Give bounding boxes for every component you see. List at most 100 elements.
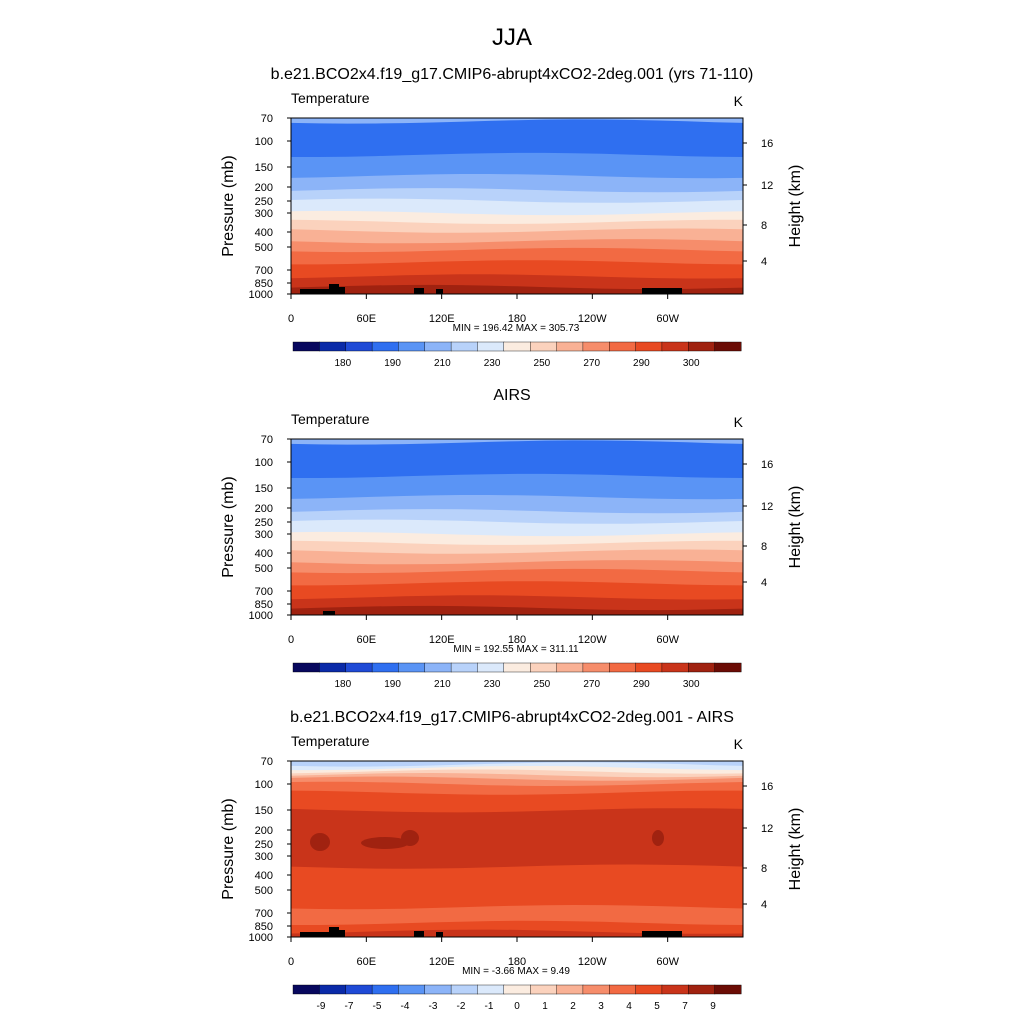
y-tick-label: 150: [255, 805, 273, 817]
terrain-block: [642, 288, 682, 294]
colorbar-swatch: [688, 341, 716, 352]
colorbar-label: 180: [334, 679, 351, 690]
colorbar-label: 270: [583, 679, 600, 690]
colorbar-label: -3: [429, 1001, 438, 1012]
y-tick-label: 500: [255, 563, 273, 575]
contour-blob: [652, 830, 664, 846]
colorbar-label: 1: [542, 1001, 548, 1012]
contour-blob: [361, 837, 409, 849]
units-label: K: [734, 736, 744, 752]
colorbar-swatch: [371, 341, 400, 352]
y-tick-label: 1000: [249, 932, 273, 944]
terrain-block: [323, 611, 335, 615]
colorbar-swatch: [609, 662, 637, 673]
y2-tick-label: 16: [761, 781, 773, 793]
y-tick-label: 1000: [249, 610, 273, 622]
y-tick-label: 850: [255, 278, 273, 290]
y2-axis-label: Height (km): [787, 486, 804, 569]
y-tick-label: 300: [255, 208, 273, 220]
colorbar-swatch: [635, 662, 663, 673]
panel-3: b.e21.BCO2x4.f19_g17.CMIP6-abrupt4xCO2-2…: [220, 709, 804, 1012]
figure-title: JJA: [492, 24, 532, 51]
colorbar-swatch: [556, 984, 584, 995]
y-tick-label: 200: [255, 825, 273, 837]
contour-blob: [401, 830, 419, 846]
colorbar-swatch: [319, 984, 347, 995]
terrain-block: [339, 930, 345, 937]
panels: b.e21.BCO2x4.f19_g17.CMIP6-abrupt4xCO2-2…: [220, 66, 804, 1012]
colorbar-label: 300: [683, 358, 700, 369]
x-tick-label: 60W: [656, 634, 679, 646]
colorbar-swatch: [503, 984, 531, 995]
terrain-block: [300, 289, 330, 294]
colorbar-label: -7: [345, 1001, 354, 1012]
colorbar-label: -2: [457, 1001, 466, 1012]
colorbar-swatch: [424, 341, 452, 352]
y-tick-label: 300: [255, 851, 273, 863]
colorbar-swatch: [345, 662, 373, 673]
colorbar-label: 190: [384, 358, 401, 369]
y-tick-label: 150: [255, 162, 273, 174]
colorbar-label: 9: [710, 1001, 716, 1012]
y2-tick-label: 12: [761, 180, 773, 192]
contour-band: [291, 929, 743, 937]
colorbar-label: 3: [598, 1001, 604, 1012]
colorbar-swatch: [609, 984, 637, 995]
stats-label: MIN = 192.55 MAX = 311.11: [453, 644, 579, 655]
units-label: K: [734, 93, 744, 109]
stats-label: MIN = 196.42 MAX = 305.73: [453, 323, 580, 334]
colorbar-swatch: [450, 662, 479, 673]
y-tick-label: 200: [255, 182, 273, 194]
terrain-block: [300, 932, 330, 937]
y-tick-label: 70: [261, 113, 273, 125]
colorbar-swatch: [714, 341, 742, 352]
y-tick-label: 850: [255, 599, 273, 611]
y2-tick-label: 4: [761, 899, 767, 911]
colorbar-swatch: [635, 341, 663, 352]
y2-tick-label: 16: [761, 459, 773, 471]
colorbar-label: -9: [317, 1001, 326, 1012]
y-tick-label: 1000: [249, 289, 273, 301]
x-tick-label: 180: [508, 313, 526, 325]
y-tick-label: 700: [255, 908, 273, 920]
colorbar-swatch: [661, 984, 689, 995]
colorbar-swatch: [714, 984, 742, 995]
y-tick-label: 500: [255, 242, 273, 254]
x-tick-label: 60E: [357, 956, 377, 968]
colorbar-swatch: [556, 662, 584, 673]
contour-band: [291, 284, 743, 294]
y-tick-label: 400: [255, 870, 273, 882]
colorbar-label: 2: [570, 1001, 576, 1012]
panel-title: b.e21.BCO2x4.f19_g17.CMIP6-abrupt4xCO2-2…: [290, 709, 734, 726]
colorbar-swatch: [582, 341, 610, 352]
colorbar-swatch: [582, 662, 610, 673]
y-tick-label: 300: [255, 529, 273, 541]
y-tick-label: 70: [261, 434, 273, 446]
y-tick-label: 400: [255, 548, 273, 560]
colorbar-label: 270: [583, 358, 600, 369]
field-label: Temperature: [291, 411, 370, 427]
colorbar-label: 250: [534, 358, 551, 369]
panel-title: b.e21.BCO2x4.f19_g17.CMIP6-abrupt4xCO2-2…: [271, 66, 754, 83]
y-tick-label: 250: [255, 196, 273, 208]
y-tick-label: 200: [255, 503, 273, 515]
colorbar-swatch: [424, 984, 452, 995]
y-tick-label: 700: [255, 586, 273, 598]
colorbar-swatch: [371, 662, 400, 673]
terrain-block: [642, 931, 682, 937]
terrain-block: [436, 932, 443, 937]
y-tick-label: 100: [255, 457, 273, 469]
x-tick-label: 120W: [578, 634, 607, 646]
x-tick-label: 120E: [429, 634, 455, 646]
field-label: Temperature: [291, 733, 370, 749]
colorbar-swatch: [661, 341, 689, 352]
units-label: K: [734, 414, 744, 430]
y-tick-label: 500: [255, 885, 273, 897]
y2-tick-label: 8: [761, 863, 767, 875]
colorbar-label: 290: [633, 358, 650, 369]
colorbar-swatch: [688, 984, 716, 995]
colorbar-swatch: [398, 662, 426, 673]
panel-title: AIRS: [493, 387, 530, 404]
colorbar-swatch: [424, 662, 452, 673]
